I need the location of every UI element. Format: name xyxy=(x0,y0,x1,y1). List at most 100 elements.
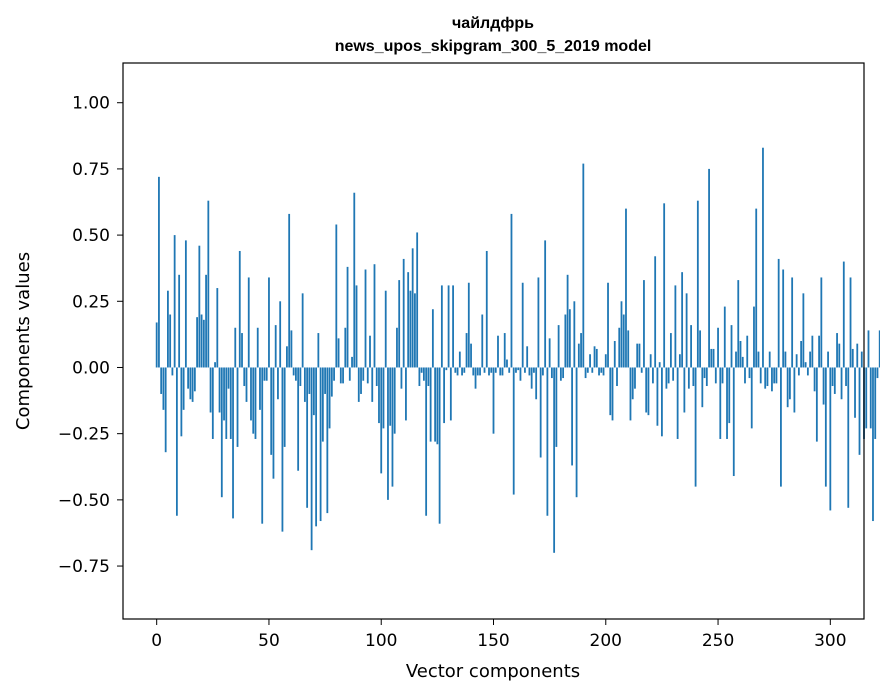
y-tick-label: −0.50 xyxy=(58,491,110,511)
bar xyxy=(467,282,470,368)
bar xyxy=(586,367,589,373)
bar xyxy=(440,285,443,368)
bar xyxy=(465,333,468,368)
bar xyxy=(499,367,502,376)
y-tick-label: 0.50 xyxy=(72,226,110,246)
bar xyxy=(427,367,430,387)
bar xyxy=(238,250,241,368)
bar xyxy=(348,367,351,381)
bar xyxy=(512,367,515,495)
bar xyxy=(270,367,273,455)
bar xyxy=(420,367,423,373)
bar xyxy=(575,367,578,498)
bar xyxy=(753,306,755,368)
bar xyxy=(860,351,863,368)
bar xyxy=(184,240,187,368)
bar xyxy=(766,367,769,387)
bar xyxy=(187,367,190,389)
bar xyxy=(173,235,176,368)
bar xyxy=(735,351,737,368)
bar-series xyxy=(155,147,880,553)
bar xyxy=(582,163,585,368)
bar xyxy=(847,367,850,508)
bar xyxy=(604,354,607,368)
bar xyxy=(526,346,529,368)
bar xyxy=(878,330,880,368)
bar xyxy=(416,232,419,368)
bar xyxy=(703,367,706,379)
bar xyxy=(297,367,300,471)
bar xyxy=(573,301,576,368)
bar xyxy=(232,367,234,519)
bar xyxy=(330,367,333,397)
bar xyxy=(407,272,410,368)
bar xyxy=(676,367,679,439)
bar xyxy=(335,224,338,368)
bar xyxy=(842,261,845,368)
bar xyxy=(789,367,791,400)
bar xyxy=(687,367,690,389)
bar xyxy=(411,248,414,368)
bar xyxy=(342,367,344,384)
bar xyxy=(553,367,556,553)
bar xyxy=(780,367,782,487)
bar xyxy=(640,367,643,373)
x-tick-label: 300 xyxy=(814,631,846,651)
bar xyxy=(607,282,609,368)
bar xyxy=(353,192,356,368)
bar xyxy=(595,348,598,368)
bar xyxy=(279,301,282,368)
bar xyxy=(196,317,198,368)
bar xyxy=(643,280,645,368)
bar xyxy=(281,367,284,532)
bar xyxy=(405,367,407,421)
bar xyxy=(708,168,710,368)
bar xyxy=(375,367,378,387)
bar xyxy=(683,367,686,413)
bar xyxy=(295,367,297,381)
bar xyxy=(396,327,398,368)
bar xyxy=(452,285,454,368)
bar xyxy=(584,367,587,379)
bar xyxy=(685,293,688,368)
bar xyxy=(589,354,591,368)
bar xyxy=(663,203,666,368)
bar xyxy=(771,367,773,392)
bar xyxy=(838,343,841,368)
bar xyxy=(402,258,405,368)
bar xyxy=(326,367,329,514)
bar xyxy=(265,367,268,381)
bar xyxy=(620,301,623,368)
bar xyxy=(851,348,854,368)
bar xyxy=(566,274,569,368)
bar xyxy=(521,282,524,368)
bar xyxy=(207,200,210,368)
bar xyxy=(874,367,877,439)
bar xyxy=(625,208,627,368)
bar xyxy=(501,367,504,376)
bar xyxy=(497,335,499,368)
bar xyxy=(631,367,634,400)
bar xyxy=(272,367,275,479)
bar xyxy=(800,341,803,368)
bar xyxy=(202,319,205,368)
bar xyxy=(182,367,185,410)
bar xyxy=(198,245,201,368)
bar xyxy=(732,367,735,477)
bar xyxy=(773,367,776,384)
bar xyxy=(793,367,796,413)
bar xyxy=(833,367,836,394)
bar xyxy=(321,367,324,442)
x-tick-label: 50 xyxy=(258,631,280,651)
bar xyxy=(414,293,416,368)
bar xyxy=(730,325,733,368)
x-axis-label: Vector components xyxy=(406,661,580,682)
bar xyxy=(178,274,181,368)
chart-title: чайлдфрь xyxy=(452,15,534,32)
bar xyxy=(508,367,511,373)
bar xyxy=(696,200,699,368)
bar xyxy=(247,277,250,368)
bar xyxy=(259,367,261,410)
bar xyxy=(854,367,856,418)
